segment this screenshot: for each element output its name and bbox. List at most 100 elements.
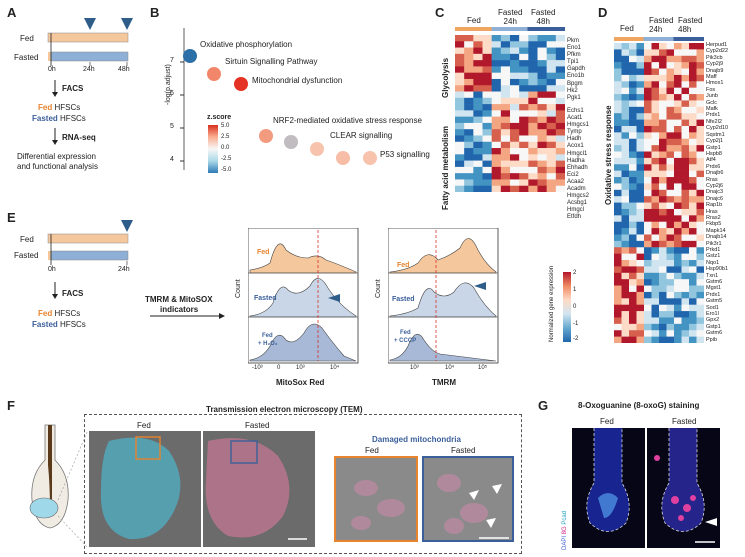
heatmap-cell — [614, 106, 622, 114]
heatmap-cell — [482, 129, 492, 136]
heatmap-cell — [651, 234, 660, 242]
mitosox-arrowhead — [328, 294, 340, 302]
heatmap-cell — [614, 202, 622, 210]
heatmap-cell — [689, 279, 697, 286]
heatmap-cell — [491, 41, 502, 48]
heatmap-cell — [689, 113, 697, 120]
heatmap-cell — [629, 260, 637, 267]
heatmap-cell — [519, 166, 529, 174]
heatmap-cell — [555, 185, 565, 192]
heatmap-cell — [681, 55, 690, 63]
heatmap-cell — [636, 260, 645, 267]
heatmap-cell — [636, 317, 645, 325]
heatmap-cell — [621, 253, 630, 261]
heatmap-cell — [455, 166, 465, 174]
heatmap-cell — [636, 119, 645, 127]
arrow-marker-24h-e — [121, 220, 133, 232]
heatmap-cell — [546, 66, 557, 73]
heatmap-cell — [666, 62, 675, 69]
heatmap-cell — [651, 125, 660, 133]
heatmap-cell — [651, 240, 660, 248]
heatmap-cell — [473, 72, 483, 80]
heatmap-cell — [659, 196, 667, 203]
gene-label: Gstp1 — [706, 144, 721, 151]
heatmap-cell — [510, 110, 520, 117]
heatmap-cell — [473, 135, 483, 143]
hist2-fasted: Fasted — [392, 296, 415, 303]
heatmap-cell — [629, 317, 637, 325]
heatmap-cell — [510, 104, 520, 111]
heatmap-cell — [537, 72, 547, 80]
heatmap-cell — [644, 119, 652, 127]
heatmap-cell — [674, 183, 682, 191]
heatmap-cell — [464, 154, 474, 161]
heatmap-cell — [629, 94, 637, 101]
heatmap-cell — [621, 228, 630, 235]
dot-clear — [284, 135, 298, 149]
heatmap-cell — [636, 304, 645, 312]
heatmap-cell — [689, 62, 697, 69]
heatmap-cell — [621, 330, 630, 337]
g-fasted-label: Fasted — [672, 417, 697, 426]
heatmap-cell — [528, 179, 538, 187]
heatmap-cell — [689, 298, 697, 306]
ztick-m5: -5.0 — [221, 167, 232, 173]
heatmap-cell — [651, 208, 660, 216]
heatmap-cell — [510, 129, 520, 136]
heatmap-cell — [696, 62, 704, 69]
heatmap-cell — [464, 185, 474, 192]
heatmap-cell — [689, 304, 697, 312]
heatmap-cell — [614, 189, 622, 197]
heatmap-cell — [689, 311, 697, 318]
mitosox-tick-4: 10⁴ — [330, 365, 340, 371]
gene-label: Pgk1 — [567, 94, 581, 101]
heatmap-cell — [621, 145, 630, 152]
gene-label: Cyp2j9 — [706, 61, 724, 68]
heatmap-cell — [674, 119, 682, 127]
heatmap-cell — [651, 55, 660, 63]
heatmap-cell — [689, 221, 697, 229]
heatmap-cell — [621, 266, 630, 274]
flow-arrows-a — [52, 80, 58, 145]
ytick-5: 5 — [170, 123, 174, 130]
heatmap-cell — [644, 202, 652, 210]
heatmap-cell — [629, 183, 637, 191]
heatmap-cell — [482, 154, 492, 161]
gene-label: Ppib — [706, 336, 718, 343]
heatmap-cell — [482, 116, 492, 124]
heatmap-cell — [546, 104, 557, 111]
gene-label: Sqstm1 — [706, 131, 725, 138]
heatmap-cell — [674, 317, 682, 325]
heatmap-cell — [674, 68, 682, 76]
heatmap-cell — [696, 336, 704, 343]
g-arrowhead — [705, 518, 717, 526]
heatmap-cell — [674, 145, 682, 152]
heatmap-cell — [500, 135, 511, 143]
heatmap-cell — [464, 47, 474, 55]
heatmap-cell — [689, 228, 697, 235]
heatmap-cell — [696, 145, 704, 152]
analysis-line2: and functional analysis — [17, 162, 98, 171]
heatmap-cell — [674, 260, 682, 267]
heatmap-cell — [510, 41, 520, 48]
heatmap-cell — [614, 285, 622, 293]
ztick-0: 0.0 — [221, 145, 230, 151]
heatmap-cell — [614, 272, 622, 280]
heatmap-cell — [621, 215, 630, 223]
heatmap-cell — [689, 106, 697, 114]
heatmap-cell — [464, 135, 474, 143]
heatmap-cell — [629, 279, 637, 286]
heatmap-cell — [500, 78, 511, 86]
heatmap-cell — [629, 189, 637, 197]
heatmap-cell — [666, 87, 675, 95]
heatmap-cell — [621, 196, 630, 203]
heatmap-cell — [621, 202, 630, 210]
heatmap-cell — [629, 323, 637, 331]
heatmap-cell — [674, 311, 682, 318]
gene-label: Dnajc3 — [706, 189, 724, 196]
heatmap-cell — [464, 97, 474, 105]
heatmap-cell — [696, 330, 704, 337]
heatmap-cell — [689, 145, 697, 152]
heatmap-cell — [629, 170, 637, 178]
heatmap-cell — [614, 196, 622, 203]
